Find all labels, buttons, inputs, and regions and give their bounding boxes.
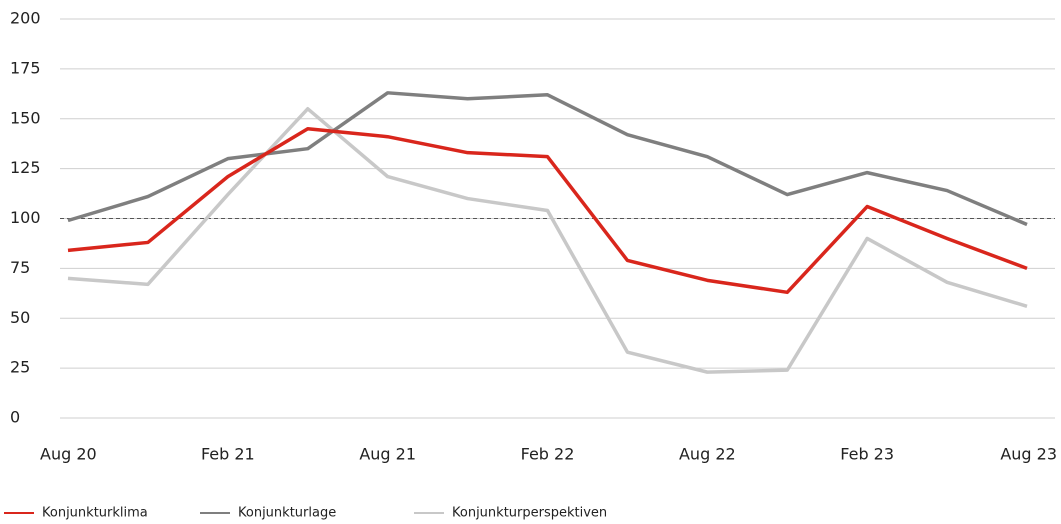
x-tick-label: Feb 23 — [840, 445, 894, 464]
y-tick-label: 175 — [10, 58, 41, 77]
x-tick-label: Feb 22 — [521, 445, 575, 464]
y-tick-label: 100 — [10, 208, 41, 227]
x-tick-label: Feb 21 — [201, 445, 255, 464]
y-tick-label: 50 — [10, 308, 30, 327]
series-line — [67, 91, 1028, 227]
y-tick-label: 200 — [10, 9, 41, 28]
y-tick-label: 150 — [10, 108, 41, 127]
y-tick-label: 125 — [10, 158, 41, 177]
series-line — [67, 107, 1028, 374]
series-line — [67, 126, 1028, 295]
legend-label: Konjunkturlage — [238, 506, 336, 521]
x-tick-label: Aug 20 — [40, 445, 97, 464]
legend-label: Konjunkturperspektiven — [452, 506, 607, 521]
x-tick-label: Aug 22 — [679, 445, 736, 464]
x-tick-label: Aug 21 — [359, 445, 416, 464]
y-tick-label: 25 — [10, 358, 30, 377]
x-tick-label: Aug 23 — [1000, 445, 1057, 464]
y-tick-label: 75 — [10, 258, 30, 277]
y-tick-label: 0 — [10, 408, 20, 427]
legend-label: Konjunkturklima — [42, 506, 148, 521]
